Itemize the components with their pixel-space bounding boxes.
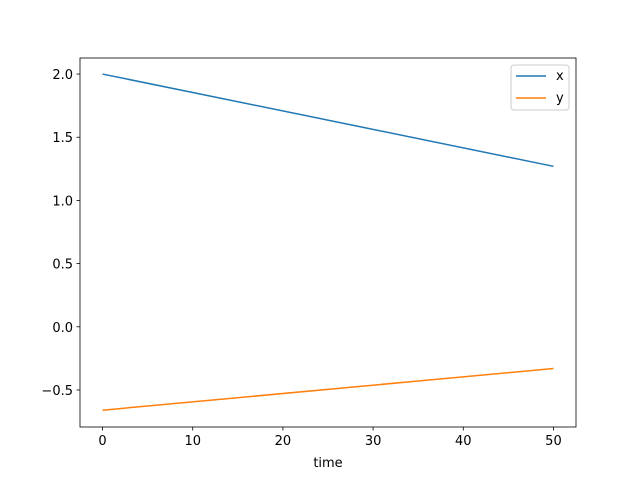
x-tick-label: 20 — [275, 434, 292, 449]
legend-label: x — [556, 69, 564, 84]
axes-frame — [79, 57, 577, 428]
line-series — [102, 73, 554, 168]
x-tick-label: 30 — [365, 434, 382, 449]
y-tick-label: −0.5 — [41, 384, 73, 399]
x-tick-label: 0 — [98, 434, 106, 449]
y-tick-label: 2.0 — [52, 68, 73, 83]
x-tick-label: 40 — [455, 434, 472, 449]
line-series — [102, 367, 554, 411]
x-axis-label: time — [313, 456, 342, 471]
x-tick-label: 50 — [545, 434, 562, 449]
y-tick-label: 1.5 — [52, 131, 73, 146]
y-tick-label: 0.5 — [52, 258, 73, 273]
legend-label: y — [556, 91, 564, 106]
y-tick-label: 0.0 — [52, 321, 73, 336]
x-tick-label: 10 — [184, 434, 201, 449]
y-tick-label: 1.0 — [52, 194, 73, 209]
